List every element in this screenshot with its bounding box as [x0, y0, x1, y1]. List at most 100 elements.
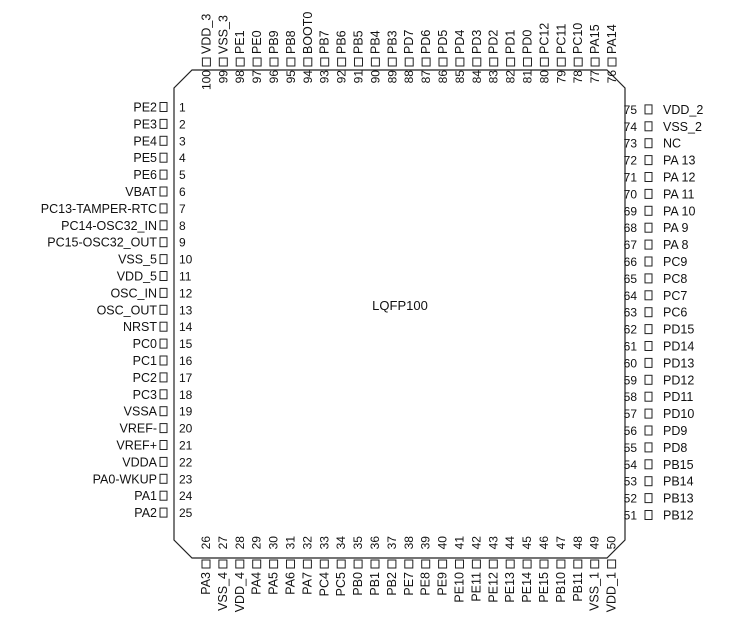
pin-label-99: VSS_3	[216, 15, 230, 54]
pin-label-78: PC10	[571, 23, 585, 54]
pin-label-16: PC1	[133, 354, 157, 368]
pin-label-94: BOOT0	[301, 12, 315, 54]
pin-lead-48	[573, 559, 583, 569]
pin-number-39: 39	[419, 536, 433, 550]
pin-number-51: 51	[624, 509, 638, 523]
pin-lead-64	[644, 290, 653, 301]
pin-number-96: 96	[267, 70, 281, 84]
pin-lead-7	[159, 203, 168, 214]
pin-number-64: 64	[624, 289, 638, 303]
pin-lead-50	[607, 559, 617, 569]
pin-lead-94	[303, 57, 313, 67]
pin-number-75: 75	[624, 103, 638, 117]
pin-number-50: 50	[605, 536, 619, 550]
pin-label-29: PA4	[250, 572, 264, 595]
pin-number-32: 32	[300, 536, 314, 550]
pin-number-68: 68	[624, 221, 638, 235]
pin-lead-33	[319, 559, 329, 569]
pin-label-80: PC12	[537, 23, 551, 54]
pin-lead-63	[644, 307, 653, 318]
pin-number-9: 9	[179, 236, 186, 250]
pin-number-17: 17	[179, 371, 193, 385]
pin-label-66: PC9	[663, 255, 687, 269]
pin-number-14: 14	[179, 320, 193, 334]
pin-number-31: 31	[284, 536, 298, 550]
pin-label-92: PB6	[335, 30, 349, 54]
pin-lead-30	[269, 559, 279, 569]
pin-number-45: 45	[520, 536, 534, 550]
pin-number-20: 20	[179, 422, 193, 436]
pin-label-11: VDD_5	[117, 270, 157, 284]
pin-label-87: PD6	[419, 30, 433, 54]
pin-number-27: 27	[216, 536, 230, 550]
pin-number-22: 22	[179, 455, 193, 469]
pin-lead-10	[159, 254, 168, 265]
pin-lead-62	[644, 324, 653, 335]
pin-group: PE2 1 PE3 2 PE4 3 PE5 4 PE6 5 VBAT 6 PC13-TAMPER-RTC…	[41, 12, 704, 613]
pin-number-63: 63	[624, 306, 638, 320]
pin-number-74: 74	[624, 120, 638, 134]
pin-label-65: PC8	[663, 272, 687, 286]
pin-lead-39	[421, 559, 431, 569]
pin-lead-82	[506, 57, 516, 67]
pin-number-16: 16	[179, 354, 193, 368]
pin-lead-38	[404, 559, 414, 569]
pin-lead-17	[159, 372, 168, 383]
pin-label-54: PB15	[663, 458, 694, 472]
chip-body	[173, 69, 626, 559]
pin-label-3: PE4	[133, 134, 157, 148]
pin-label-50: VDD_1	[605, 572, 619, 612]
pin-lead-55	[644, 442, 653, 453]
pin-label-23: PA0-WKUP	[93, 472, 157, 486]
pin-number-65: 65	[624, 272, 638, 286]
pin-number-38: 38	[402, 536, 416, 550]
pin-number-89: 89	[385, 70, 399, 84]
pin-number-70: 70	[624, 187, 638, 201]
pin-number-41: 41	[453, 536, 467, 550]
pin-lead-76	[607, 57, 617, 67]
pin-lead-37	[387, 559, 397, 569]
pin-lead-27	[218, 559, 228, 569]
pin-label-64: PC7	[663, 289, 687, 303]
pin-label-79: PC11	[554, 24, 568, 54]
pin-label-26: PA3	[199, 572, 213, 595]
pin-label-34: PC5	[334, 572, 348, 596]
pin-label-56: PD9	[663, 424, 687, 438]
pin-label-49: VSS_1	[588, 572, 602, 611]
pin-number-43: 43	[486, 536, 500, 550]
pin-lead-95	[286, 57, 296, 67]
pin-label-81: PD0	[521, 30, 535, 54]
pin-number-28: 28	[233, 536, 247, 550]
pin-label-67: PA 8	[663, 238, 689, 252]
pin-label-10: VSS_5	[118, 253, 157, 267]
pin-label-59: PD12	[663, 373, 694, 387]
pin-label-68: PA 9	[663, 221, 689, 235]
pin-label-98: PE1	[233, 30, 247, 54]
pin-lead-18	[159, 389, 168, 400]
pin-label-25: PA2	[134, 506, 157, 520]
pin-label-95: PB8	[284, 30, 298, 54]
pin-lead-68	[644, 222, 653, 233]
pin-number-77: 77	[588, 70, 602, 84]
pin-number-99: 99	[216, 70, 230, 84]
pin-lead-93	[320, 57, 330, 67]
pin-number-55: 55	[624, 441, 638, 455]
pin-label-36: PB1	[368, 572, 382, 596]
pin-lead-54	[644, 459, 653, 470]
pin-label-89: PB3	[385, 30, 399, 54]
pin-number-84: 84	[470, 70, 484, 84]
pin-label-88: PD7	[402, 30, 416, 54]
pin-label-8: PC14-OSC32_IN	[61, 219, 157, 233]
pin-lead-34	[336, 559, 346, 569]
pin-lead-35	[353, 559, 363, 569]
pin-label-71: PA 12	[663, 171, 695, 185]
pin-lead-87	[421, 57, 431, 67]
pin-lead-4	[159, 152, 168, 163]
pin-lead-49	[590, 559, 600, 569]
pin-label-12: OSC_IN	[110, 286, 157, 300]
pin-label-74: VSS_2	[663, 120, 702, 134]
pin-lead-15	[159, 338, 168, 349]
pin-lead-96	[269, 57, 279, 67]
pin-label-97: PE0	[250, 30, 264, 54]
